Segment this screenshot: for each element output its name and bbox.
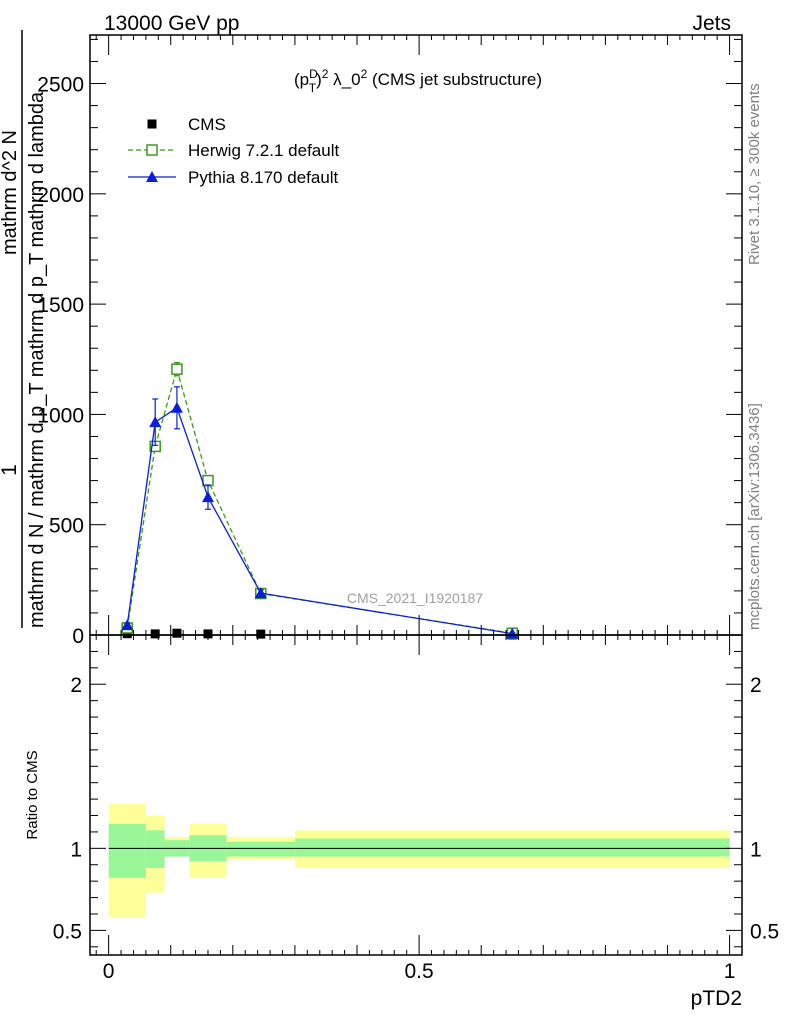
main-ytick-label: 2500 <box>37 74 84 97</box>
ratio-bands-layer <box>108 804 730 918</box>
data-point <box>149 416 162 428</box>
legend-label: Herwig 7.2.1 default <box>188 141 339 160</box>
ratio-green-band <box>226 841 295 857</box>
main-plot-panel: 0 500 1000 1500 2000 2500 (pD T)2 λ_02 (CMS je… <box>37 34 743 648</box>
ratio-green-band <box>145 830 165 869</box>
main-ytick-label: 1500 <box>37 294 84 317</box>
ratio-xtick-label: 0 <box>103 960 115 983</box>
data-point <box>506 627 519 639</box>
main-ytick-label: 0 <box>72 625 84 648</box>
legend-marker <box>146 171 158 182</box>
data-point <box>202 474 214 487</box>
series-pythia-8-170-default <box>121 386 519 639</box>
ratio-x-axis: 0 0.5 1 <box>95 635 743 983</box>
ratio-green-band <box>108 823 146 878</box>
header-right: Jets <box>692 12 731 35</box>
ylabel-denominator: mathrm d N / mathrm d p_T mathrm d p_T m… <box>26 91 48 628</box>
ratio-plot-panel: 0.5 0.51 12 2 0 0.5 1 Ratio to CMS pTD2 <box>24 634 779 1010</box>
ratio-green-band <box>294 838 730 857</box>
main-ytick-label: 1000 <box>37 404 84 427</box>
data-point <box>201 491 214 503</box>
main-x-ticks <box>95 35 743 635</box>
ratio-ytick-label: 0.5 <box>53 920 82 943</box>
data-point <box>172 628 182 638</box>
data-point <box>150 629 160 639</box>
legend-marker <box>147 119 157 129</box>
rivet-version-label: Rivet 3.1.10, ≥ 300k events <box>746 83 763 265</box>
ylabel-numerator: 1 <box>0 464 21 476</box>
data-point <box>254 587 267 599</box>
main-ytick-label: 500 <box>49 515 84 538</box>
ylabel-top: mathrm d^2 N <box>0 130 21 255</box>
data-point <box>170 401 183 413</box>
main-ytick-label: 2000 <box>37 184 84 207</box>
series-line <box>126 406 513 635</box>
ratio-ylabel: Ratio to CMS <box>24 750 41 839</box>
ratio-plot-frame <box>89 634 743 956</box>
legend-marker <box>146 144 158 156</box>
mcplots-label: mcplots.cern.ch [arXiv:1306.3436] <box>746 403 763 630</box>
reference-analysis-label: CMS_2021_I1920187 <box>347 590 483 606</box>
data-point <box>171 363 183 375</box>
legend: CMS Herwig 7.2.1 default Pythia 8.170 defa… <box>128 115 339 187</box>
data-point <box>121 619 134 631</box>
ratio-ytick-label-right: 0.5 <box>750 920 779 943</box>
legend-label: CMS <box>188 115 226 134</box>
x-axis-label: pTD2 <box>691 987 742 1010</box>
ratio-ytick-label-right: 1 <box>750 838 762 861</box>
data-point <box>256 629 266 639</box>
chart-title: (pD T)2 λ_02 (CMS jet substructure) <box>294 67 542 95</box>
ratio-ytick-label: 1 <box>70 838 82 861</box>
ratio-xtick-label: 0.5 <box>405 960 434 983</box>
main-ylabel: 1 mathrm d N / mathrm d p_T mathrm d p_T… <box>0 30 48 628</box>
main-y-axis: 0 500 1000 1500 2000 2500 <box>37 38 742 648</box>
header-left: 13000 GeV pp <box>104 12 239 35</box>
ratio-ytick-label: 2 <box>70 674 82 697</box>
main-series-layer <box>121 361 519 640</box>
ratio-y-axis: 0.5 0.5 1 1 2 2 <box>53 650 779 948</box>
ratio-xtick-label: 1 <box>724 960 736 983</box>
legend-label: Pythia 8.170 default <box>188 168 339 187</box>
ratio-ytick-label-right: 2 <box>750 674 762 697</box>
